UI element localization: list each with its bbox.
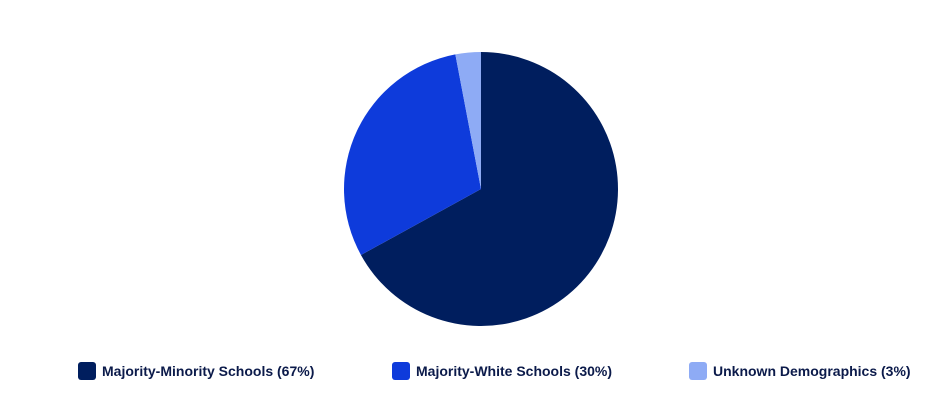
chart-legend: Majority-Minority Schools (67%) Majority… — [0, 358, 938, 388]
pie-slice-majority-white[interactable] — [344, 54, 481, 256]
legend-item-majority-white[interactable]: Majority-White Schools (30%) — [392, 362, 612, 380]
legend-swatch-majority-white — [392, 362, 410, 380]
legend-label-majority-minority: Majority-Minority Schools (67%) — [102, 363, 315, 379]
pie-slice-unknown-demographics[interactable] — [455, 52, 481, 189]
legend-label-unknown-demographics: Unknown Demographics (3%) — [713, 363, 911, 379]
legend-item-unknown-demographics[interactable]: Unknown Demographics (3%) — [689, 362, 911, 380]
legend-item-majority-minority[interactable]: Majority-Minority Schools (67%) — [78, 362, 314, 380]
legend-label-majority-white: Majority-White Schools (30%) — [416, 363, 613, 379]
legend-swatch-majority-minority — [78, 362, 96, 380]
pie-slices — [344, 52, 618, 326]
legend-swatch-unknown-demographics — [689, 362, 707, 380]
pie-slice-majority-minority[interactable] — [360, 52, 618, 326]
